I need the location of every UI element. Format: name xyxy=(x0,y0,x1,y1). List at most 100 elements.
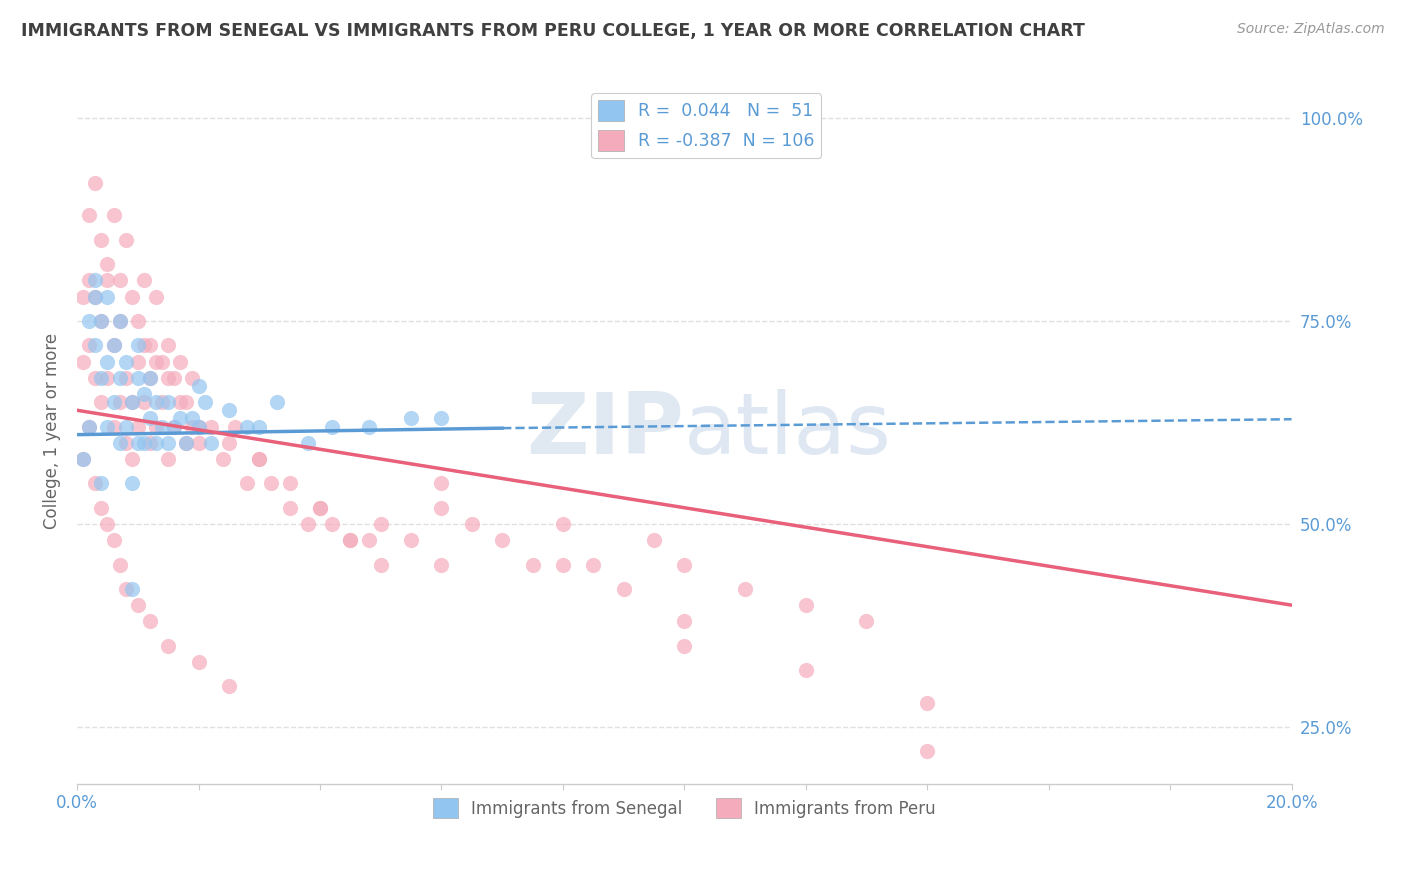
Point xyxy=(247,452,270,467)
Point xyxy=(127,371,149,385)
Point xyxy=(187,419,209,434)
Point xyxy=(157,338,180,352)
Point xyxy=(181,411,204,425)
Point xyxy=(77,209,100,223)
Point xyxy=(145,435,167,450)
Point xyxy=(127,338,149,352)
Point xyxy=(132,338,155,352)
Point xyxy=(90,314,112,328)
Point xyxy=(915,744,938,758)
Point xyxy=(108,435,131,450)
Point xyxy=(145,419,167,434)
Point xyxy=(103,209,125,223)
Point xyxy=(84,290,107,304)
Point xyxy=(150,395,173,409)
Point xyxy=(150,419,173,434)
Point xyxy=(114,354,136,368)
Point xyxy=(181,419,204,434)
Point xyxy=(430,411,453,425)
Point xyxy=(90,500,112,515)
Point xyxy=(114,371,136,385)
Point xyxy=(77,314,100,328)
Point xyxy=(370,516,392,531)
Point xyxy=(157,395,180,409)
Point xyxy=(96,257,118,271)
Point xyxy=(103,419,125,434)
Point xyxy=(163,371,186,385)
Point xyxy=(90,476,112,491)
Point xyxy=(90,395,112,409)
Point xyxy=(72,354,94,368)
Point xyxy=(673,615,696,629)
Point xyxy=(224,419,246,434)
Point xyxy=(176,435,198,450)
Point xyxy=(399,533,422,548)
Point xyxy=(72,452,94,467)
Point xyxy=(114,419,136,434)
Point xyxy=(121,476,143,491)
Point xyxy=(114,582,136,596)
Point xyxy=(132,395,155,409)
Point xyxy=(77,419,100,434)
Point xyxy=(794,663,817,677)
Point xyxy=(176,395,198,409)
Point xyxy=(121,290,143,304)
Point xyxy=(96,516,118,531)
Point xyxy=(430,476,453,491)
Point xyxy=(673,558,696,572)
Point xyxy=(84,290,107,304)
Text: Source: ZipAtlas.com: Source: ZipAtlas.com xyxy=(1237,22,1385,37)
Point xyxy=(108,395,131,409)
Point xyxy=(132,273,155,287)
Point xyxy=(90,314,112,328)
Point xyxy=(114,435,136,450)
Point xyxy=(260,476,283,491)
Point xyxy=(200,419,222,434)
Point xyxy=(211,452,233,467)
Point xyxy=(169,395,191,409)
Point xyxy=(139,371,162,385)
Point xyxy=(163,419,186,434)
Point xyxy=(121,395,143,409)
Point xyxy=(72,452,94,467)
Point xyxy=(321,419,343,434)
Point xyxy=(278,500,301,515)
Point xyxy=(357,533,380,548)
Point xyxy=(187,379,209,393)
Point xyxy=(266,395,288,409)
Point xyxy=(582,558,605,572)
Point xyxy=(127,354,149,368)
Point xyxy=(90,233,112,247)
Point xyxy=(157,371,180,385)
Point xyxy=(108,314,131,328)
Point xyxy=(673,639,696,653)
Point xyxy=(194,395,217,409)
Point xyxy=(551,558,574,572)
Point xyxy=(218,679,240,693)
Point xyxy=(96,290,118,304)
Point xyxy=(121,582,143,596)
Point xyxy=(139,338,162,352)
Point xyxy=(96,354,118,368)
Point xyxy=(163,419,186,434)
Point xyxy=(169,354,191,368)
Point xyxy=(127,314,149,328)
Point xyxy=(157,435,180,450)
Text: IMMIGRANTS FROM SENEGAL VS IMMIGRANTS FROM PERU COLLEGE, 1 YEAR OR MORE CORRELAT: IMMIGRANTS FROM SENEGAL VS IMMIGRANTS FR… xyxy=(21,22,1085,40)
Point xyxy=(157,452,180,467)
Point xyxy=(915,696,938,710)
Point xyxy=(522,558,544,572)
Point xyxy=(77,419,100,434)
Point xyxy=(139,615,162,629)
Point xyxy=(236,476,259,491)
Text: ZIP: ZIP xyxy=(527,389,685,472)
Point xyxy=(145,290,167,304)
Point xyxy=(200,435,222,450)
Point xyxy=(399,411,422,425)
Point xyxy=(187,419,209,434)
Point xyxy=(551,516,574,531)
Point xyxy=(187,435,209,450)
Point xyxy=(430,500,453,515)
Point xyxy=(84,273,107,287)
Point xyxy=(181,371,204,385)
